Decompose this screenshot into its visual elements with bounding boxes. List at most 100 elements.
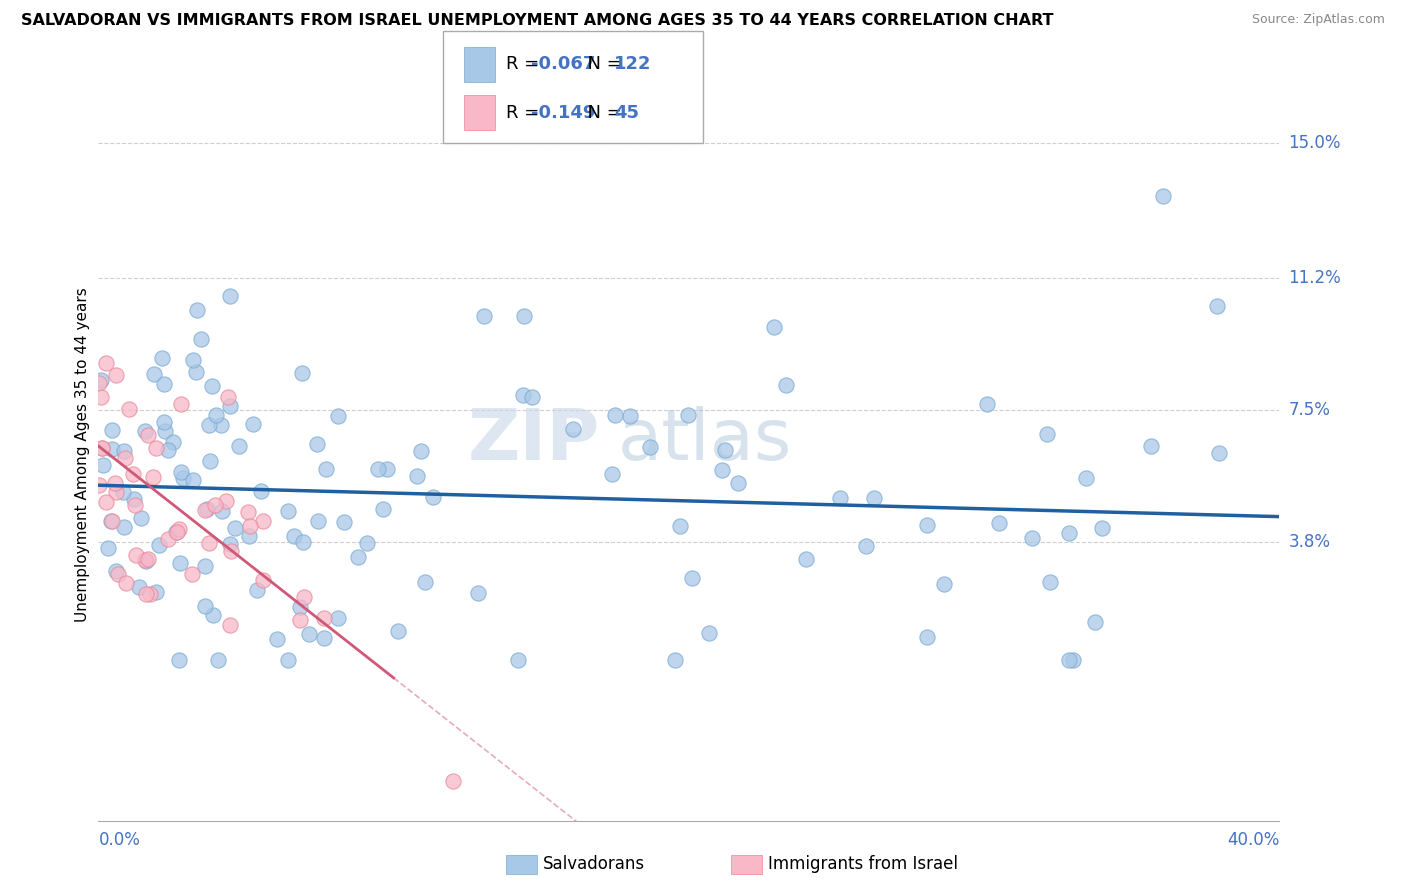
Point [513,310,536,324]
Text: N =: N = [576,103,628,121]
Point [100,442,122,456]
Text: 122: 122 [614,55,652,73]
Text: atlas: atlas [619,406,793,475]
Point [153,424,176,438]
Point [727,475,749,490]
Text: Salvadorans: Salvadorans [543,855,645,873]
Text: N =: N = [576,55,628,73]
Point [713,442,735,457]
Point [1057,526,1080,541]
Point [830,491,852,506]
Point [162,434,184,449]
Point [288,600,311,615]
Text: 45: 45 [614,103,640,121]
Point [91,458,114,473]
Point [1208,446,1230,460]
Point [1152,189,1174,203]
Point [1205,299,1227,313]
Point [207,653,229,667]
Point [292,534,315,549]
Point [238,505,260,519]
Point [326,409,349,423]
Point [312,632,335,646]
Point [863,491,886,505]
Point [184,365,207,379]
Point [104,565,127,579]
Point [409,443,432,458]
Point [134,424,156,438]
Point [101,423,124,437]
Point [356,536,378,550]
Point [150,351,173,366]
Point [197,536,219,550]
Point [125,549,148,563]
Point [148,538,170,552]
Point [195,502,218,516]
Point [105,368,128,382]
Point [664,653,686,667]
Point [1074,471,1097,485]
Point [292,590,315,604]
Text: Immigrants from Israel: Immigrants from Israel [768,855,957,873]
Point [976,396,998,410]
Point [145,585,167,599]
Point [219,544,242,558]
Point [472,309,495,323]
Point [145,441,167,455]
Point [87,376,110,391]
Point [638,440,661,454]
Point [1059,653,1081,667]
Point [181,473,204,487]
Point [219,618,242,632]
Point [90,373,112,387]
Point [328,610,350,624]
Point [422,491,444,505]
Point [114,451,136,466]
Point [90,390,112,404]
Point [228,439,250,453]
Point [136,427,159,442]
Point [197,418,219,433]
Point [107,566,129,581]
Point [153,377,176,392]
Point [190,332,212,346]
Point [602,467,624,482]
Point [87,477,110,491]
Text: SALVADORAN VS IMMIGRANTS FROM ISRAEL UNEMPLOYMENT AMONG AGES 35 TO 44 YEARS CORR: SALVADORAN VS IMMIGRANTS FROM ISRAEL UNE… [21,13,1053,29]
Point [153,415,176,429]
Point [711,462,734,476]
Point [520,391,543,405]
Point [506,653,529,667]
Point [91,441,114,455]
Point [775,378,797,392]
Text: -0.149: -0.149 [531,103,596,121]
Point [467,586,489,600]
Point [290,613,312,627]
Point [105,485,128,500]
Point [118,402,141,417]
Point [112,443,135,458]
Point [291,366,314,380]
Text: R =: R = [506,103,546,121]
Point [681,571,703,585]
Point [987,516,1010,530]
Point [1062,653,1084,667]
Point [180,566,202,581]
Point [91,441,114,455]
Point [603,408,626,422]
Point [218,399,240,413]
Point [676,408,699,422]
Point [101,514,124,528]
Point [763,320,786,334]
Point [250,483,273,498]
Point [1091,521,1114,535]
Text: 40.0%: 40.0% [1227,831,1279,849]
Point [183,353,205,368]
Point [103,476,125,491]
Point [96,356,118,370]
Point [387,624,409,639]
Point [915,631,938,645]
Point [441,774,464,789]
Point [170,397,193,411]
Point [100,514,122,528]
